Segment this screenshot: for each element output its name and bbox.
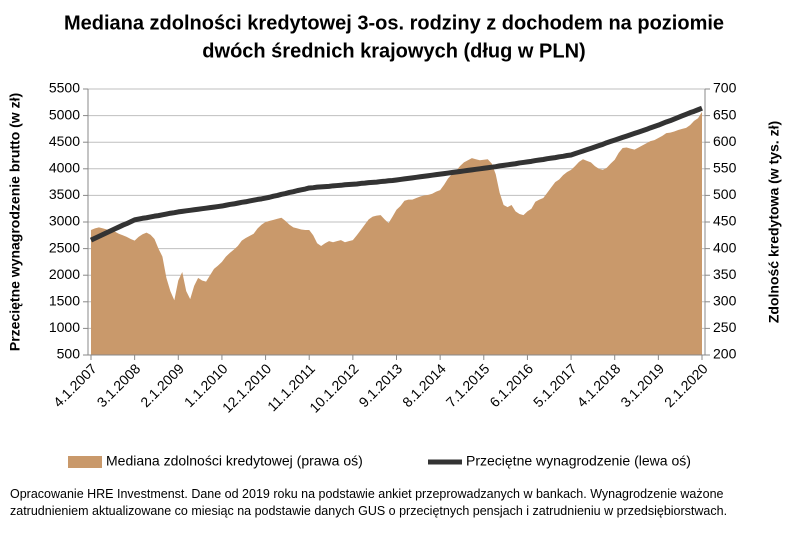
line bbox=[89, 105, 703, 243]
y2-tick-label: 600 bbox=[713, 133, 737, 149]
chart: Mediana zdolności kredytowej 3-os. rodzi… bbox=[7, 12, 782, 469]
y-tick-label: 2000 bbox=[49, 266, 80, 282]
y2-tick-label: 700 bbox=[713, 80, 737, 96]
y2-tick-label: 550 bbox=[713, 160, 737, 176]
y2-tick-label: 500 bbox=[713, 186, 737, 202]
y2-axis-label: Zdolność kredytowa (w tys. zł) bbox=[766, 121, 782, 323]
x-tick-label: 2.1.2020 bbox=[661, 360, 711, 410]
legend-label: Mediana zdolności kredytowej (prawa oś) bbox=[106, 453, 363, 469]
y-tick-label: 3500 bbox=[49, 186, 80, 202]
y-tick-label: 4000 bbox=[49, 160, 80, 176]
y-tick-label: 5500 bbox=[49, 80, 80, 96]
y-tick-label: 500 bbox=[57, 346, 81, 362]
legend-swatch bbox=[68, 456, 102, 468]
x-tick-label: 4.1.2018 bbox=[574, 360, 624, 410]
footnote: Opracowanie HRE Investmenst. Dane od 201… bbox=[10, 487, 728, 518]
chart-title: Mediana zdolności kredytowej 3-os. rodzi… bbox=[64, 12, 724, 34]
x-tick-label: 3.1.2019 bbox=[617, 360, 667, 410]
area bbox=[91, 111, 702, 355]
y2-tick-label: 350 bbox=[713, 266, 737, 282]
x-tick-label: 4.1.2007 bbox=[50, 360, 100, 410]
x-tick-label: 8.1.2014 bbox=[399, 360, 449, 410]
x-tick-label: 6.1.2016 bbox=[486, 360, 536, 410]
y-tick-label: 1500 bbox=[49, 293, 80, 309]
y-tick-label: 4500 bbox=[49, 133, 80, 149]
x-tick-label: 3.1.2008 bbox=[94, 360, 144, 410]
y2-tick-label: 250 bbox=[713, 319, 737, 335]
y2-tick-label: 450 bbox=[713, 213, 737, 229]
y-tick-label: 1000 bbox=[49, 319, 80, 335]
chart-title: dwóch średnich krajowych (dług w PLN) bbox=[202, 40, 585, 62]
x-tick-label: 9.1.2013 bbox=[355, 360, 405, 410]
x-tick-label: 2.1.2009 bbox=[137, 360, 187, 410]
y-tick-label: 5000 bbox=[49, 106, 80, 122]
x-tick-label: 5.1.2017 bbox=[530, 360, 580, 410]
y2-tick-label: 400 bbox=[713, 239, 737, 255]
y-tick-label: 2500 bbox=[49, 239, 80, 255]
legend-label: Przeciętne wynagrodzenie (lewa oś) bbox=[466, 453, 691, 469]
y-axis-label: Przeciętne wynagrodzenie brutto (w zł) bbox=[7, 93, 23, 351]
y2-tick-label: 200 bbox=[713, 346, 737, 362]
y2-tick-label: 650 bbox=[713, 106, 737, 122]
x-tick-label: 7.1.2015 bbox=[443, 360, 493, 410]
y2-tick-label: 300 bbox=[713, 293, 737, 309]
y-tick-label: 3000 bbox=[49, 213, 80, 229]
